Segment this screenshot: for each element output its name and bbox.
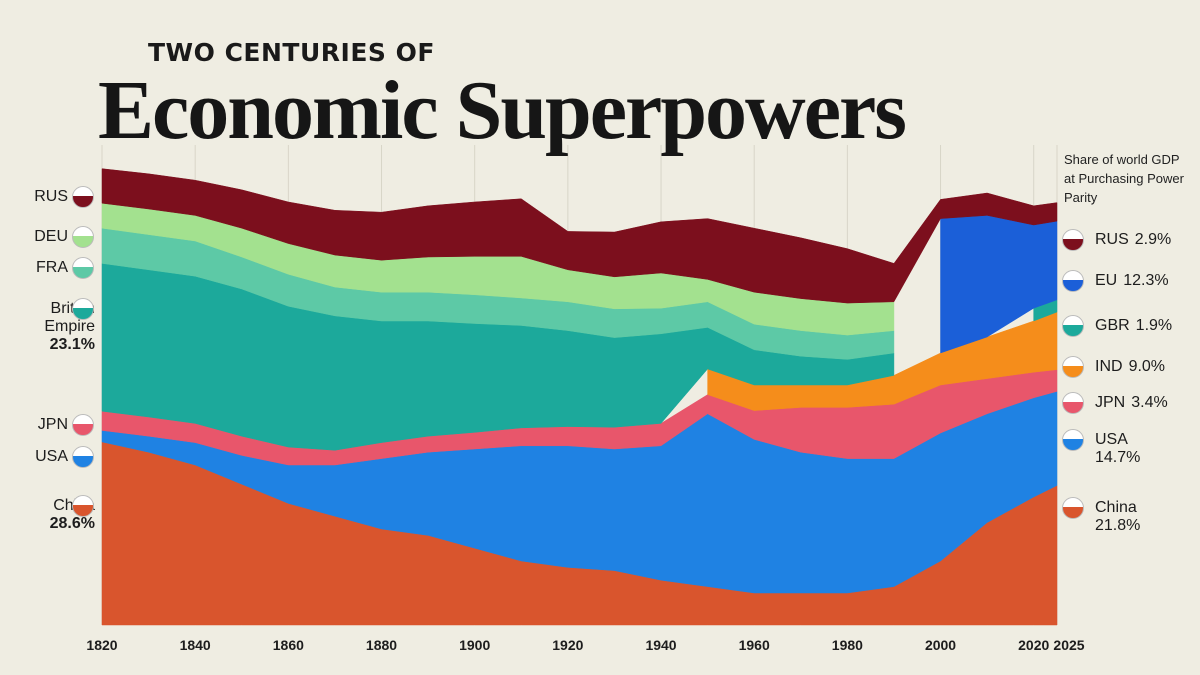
flag-icon xyxy=(72,495,94,517)
left-label: JPN xyxy=(0,416,68,434)
flag-icon xyxy=(72,298,94,320)
x-tick-label: 1940 xyxy=(645,637,676,653)
area xyxy=(101,168,1058,304)
chart-title: Economic Superpowers xyxy=(98,64,907,157)
series-name: RUS xyxy=(1095,231,1129,248)
flag-icon xyxy=(1062,429,1084,451)
x-tick-label: 2020 xyxy=(1018,637,1049,653)
subtitle: Share of world GDP at Purchasing Power P… xyxy=(1064,152,1184,205)
value-label: 3.4% xyxy=(1131,394,1168,411)
flag-icon xyxy=(72,414,94,436)
flag-icon xyxy=(72,186,94,208)
series-name: JPN xyxy=(37,416,68,433)
x-tick-label: 1920 xyxy=(552,637,583,653)
x-tick-label: 2025 xyxy=(1053,637,1084,653)
x-tick-label: 1980 xyxy=(832,637,863,653)
series-name: IND xyxy=(1095,358,1123,375)
left-label: USA xyxy=(0,448,68,466)
right-label: JPN 3.4% xyxy=(1095,394,1195,412)
value-label: 1.9% xyxy=(1135,317,1173,334)
x-tick-label: 1960 xyxy=(739,637,770,653)
value-label: 21.8% xyxy=(1095,517,1141,534)
flag-icon xyxy=(72,226,94,248)
right-label: EU 12.3% xyxy=(1095,272,1195,290)
series-name: EU xyxy=(1095,272,1118,289)
flag-icon xyxy=(72,446,94,468)
flag-icon xyxy=(1062,392,1084,414)
value-label: 14.7% xyxy=(1095,449,1141,466)
series-name: China xyxy=(1095,499,1137,516)
flag-icon xyxy=(1062,356,1084,378)
value-label: 12.3% xyxy=(1123,272,1169,289)
x-tick-label: 1820 xyxy=(86,637,117,653)
flag-icon xyxy=(1062,270,1084,292)
left-label: DEU xyxy=(0,228,68,246)
series-name: USA xyxy=(1095,431,1128,448)
x-tick-label: 2000 xyxy=(925,637,956,653)
right-label: USA 14.7% xyxy=(1095,431,1195,467)
x-tick-label: 1900 xyxy=(459,637,490,653)
flag-icon xyxy=(72,257,94,279)
series-name: FRA xyxy=(36,259,68,276)
x-tick-label: 1880 xyxy=(366,637,397,653)
supertitle: TWO CENTURIES OF xyxy=(148,38,435,67)
series-name: GBR xyxy=(1095,317,1130,334)
flag-icon xyxy=(1062,497,1084,519)
series-name: DEU xyxy=(34,228,68,245)
left-label: FRA xyxy=(0,259,68,277)
right-label: China 21.8% xyxy=(1095,499,1195,535)
value-label: 2.9% xyxy=(1134,231,1172,248)
x-tick-label: 1840 xyxy=(180,637,211,653)
value-label: 9.0% xyxy=(1128,358,1166,375)
series-name: RUS xyxy=(34,188,68,205)
flag-icon xyxy=(1062,229,1084,251)
series-name: USA xyxy=(35,448,68,465)
right-label: IND 9.0% xyxy=(1095,358,1195,376)
right-label: RUS 2.9% xyxy=(1095,231,1195,249)
right-label: GBR 1.9% xyxy=(1095,317,1195,335)
series-name: JPN xyxy=(1095,394,1126,411)
x-tick-label: 1860 xyxy=(273,637,304,653)
left-label: RUS xyxy=(0,188,68,206)
flag-icon xyxy=(1062,315,1084,337)
value-label: 28.6% xyxy=(49,515,95,532)
value-label: 23.1% xyxy=(49,336,95,353)
